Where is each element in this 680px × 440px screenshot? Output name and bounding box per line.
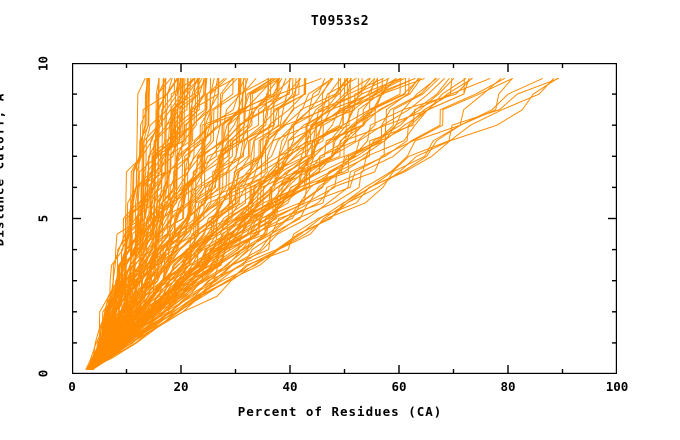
- y-axis-label: Distance Cutoff, A: [0, 93, 7, 247]
- x-tick-label-60: 60: [391, 379, 407, 394]
- x-tick-label-20: 20: [173, 379, 189, 394]
- y-tick-label-0: 0: [35, 369, 51, 378]
- plot-area: [72, 63, 617, 374]
- x-tick-label-80: 80: [500, 379, 516, 394]
- y-tick-label-5: 5: [35, 214, 51, 223]
- x-tick-label-0: 0: [68, 379, 76, 394]
- x-tick-label-100: 100: [605, 379, 629, 394]
- curve-bundle: [85, 78, 559, 370]
- y-tick-label-10: 10: [35, 55, 51, 72]
- x-axis-label: Percent of Residues (CA): [237, 404, 443, 419]
- x-tick-label-40: 40: [282, 379, 298, 394]
- chart-title: T0953s2: [310, 14, 370, 29]
